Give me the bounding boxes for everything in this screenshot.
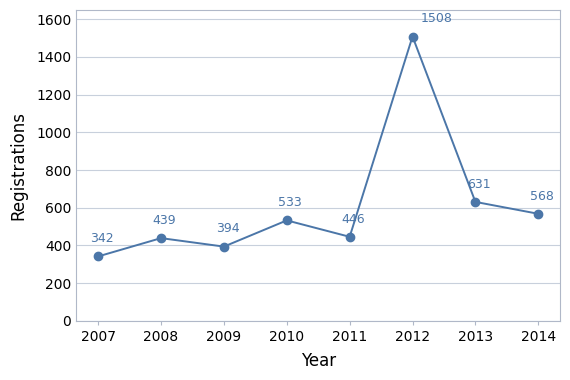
Text: 439: 439 bbox=[153, 214, 176, 227]
X-axis label: Year: Year bbox=[300, 352, 336, 370]
Y-axis label: Registrations: Registrations bbox=[10, 111, 28, 220]
Text: 1508: 1508 bbox=[421, 13, 453, 25]
Text: 446: 446 bbox=[341, 213, 365, 226]
Text: 533: 533 bbox=[279, 196, 302, 209]
Text: 568: 568 bbox=[530, 190, 554, 203]
Text: 631: 631 bbox=[467, 178, 491, 191]
Text: 342: 342 bbox=[90, 232, 113, 245]
Text: 394: 394 bbox=[215, 223, 239, 236]
